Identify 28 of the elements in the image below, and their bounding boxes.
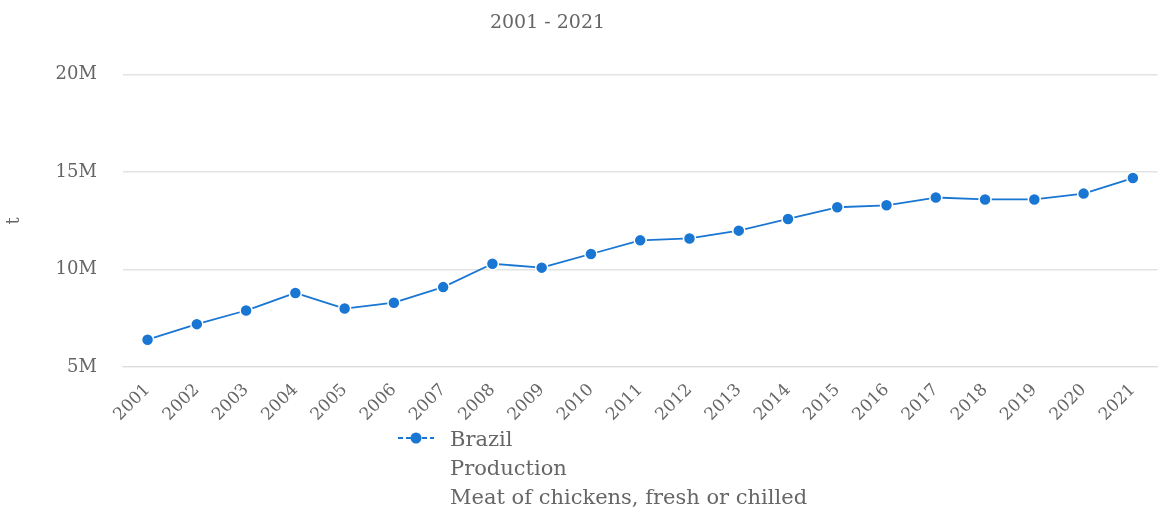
point [239,303,253,318]
point [584,247,598,261]
point [1076,186,1091,201]
point [436,280,450,294]
point [732,223,746,238]
point [1126,171,1140,185]
point [1027,192,1042,207]
point [190,317,204,331]
point [633,233,647,248]
point [387,295,401,310]
point [830,200,845,215]
point [337,301,352,316]
point [929,190,943,205]
y-tick-label: 15M [55,159,97,181]
chart-subtitle: 2001 - 2021 [488,10,607,32]
y-tick-label: 10M [55,257,97,279]
point [978,192,992,207]
legend-label: Brazil Production Meat of chickens, fresh or chilled [450,426,808,511]
point [879,198,894,213]
point [288,286,303,300]
point [534,260,549,275]
point [485,257,500,271]
point [140,332,155,347]
point [682,231,697,246]
y-tick-label: 5M [67,354,97,376]
y-axis-title: t [2,216,24,225]
point [781,212,795,226]
y-tick-label: 20M [55,62,97,84]
